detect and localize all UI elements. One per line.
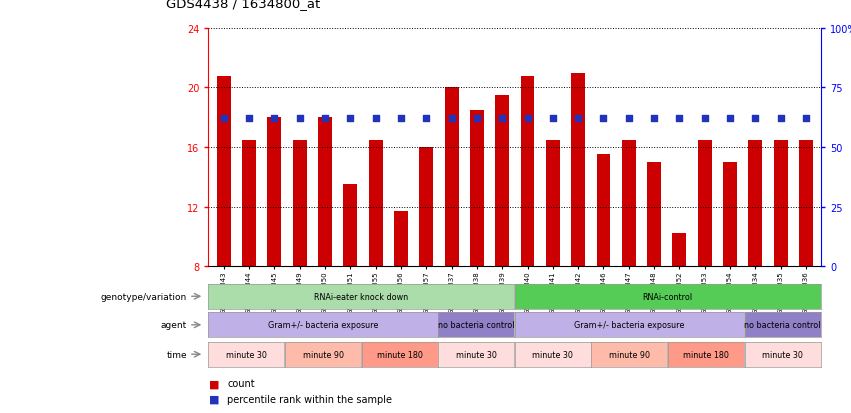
Point	[470, 116, 483, 123]
Point	[571, 116, 585, 123]
Point	[597, 116, 610, 123]
Point	[445, 116, 459, 123]
Text: minute 90: minute 90	[303, 350, 344, 359]
Point	[344, 116, 357, 123]
Point	[318, 116, 332, 123]
Point	[749, 116, 762, 123]
Bar	[698, 140, 711, 266]
Point	[723, 116, 737, 123]
Bar	[368, 140, 383, 266]
Point	[774, 116, 787, 123]
Bar	[647, 162, 661, 266]
Bar	[420, 148, 433, 266]
Text: minute 30: minute 30	[226, 350, 267, 359]
Point	[672, 116, 686, 123]
Text: count: count	[227, 378, 254, 388]
Bar	[394, 211, 408, 266]
Point	[799, 116, 813, 123]
Bar	[495, 96, 509, 266]
Point	[698, 116, 711, 123]
Bar	[521, 76, 534, 266]
Bar	[774, 140, 788, 266]
Bar	[571, 74, 585, 266]
Bar	[723, 162, 737, 266]
Bar	[242, 140, 256, 266]
Text: minute 180: minute 180	[377, 350, 423, 359]
Text: Gram+/- bacteria exposure: Gram+/- bacteria exposure	[268, 320, 378, 330]
Text: Gram+/- bacteria exposure: Gram+/- bacteria exposure	[574, 320, 684, 330]
Bar	[217, 76, 231, 266]
Text: no bacteria control: no bacteria control	[745, 320, 821, 330]
Text: ■: ■	[208, 378, 219, 388]
Bar	[444, 88, 459, 266]
Point	[546, 116, 560, 123]
Text: minute 30: minute 30	[762, 350, 803, 359]
Point	[217, 116, 231, 123]
Text: minute 90: minute 90	[609, 350, 650, 359]
Point	[622, 116, 636, 123]
Point	[293, 116, 306, 123]
Text: GDS4438 / 1634800_at: GDS4438 / 1634800_at	[166, 0, 320, 10]
Bar	[545, 140, 560, 266]
Text: minute 30: minute 30	[456, 350, 497, 359]
Bar	[672, 234, 687, 266]
Text: time: time	[167, 350, 187, 359]
Bar	[748, 140, 762, 266]
Bar	[799, 140, 813, 266]
Text: no bacteria control: no bacteria control	[438, 320, 515, 330]
Point	[521, 116, 534, 123]
Text: agent: agent	[161, 320, 187, 330]
Text: RNAi-eater knock down: RNAi-eater knock down	[314, 292, 408, 301]
Bar	[343, 185, 357, 266]
Bar	[470, 111, 484, 266]
Text: minute 30: minute 30	[533, 350, 574, 359]
Text: ■: ■	[208, 394, 219, 404]
Point	[648, 116, 661, 123]
Point	[495, 116, 509, 123]
Point	[243, 116, 256, 123]
Bar	[293, 140, 306, 266]
Text: minute 180: minute 180	[683, 350, 729, 359]
Text: genotype/variation: genotype/variation	[101, 292, 187, 301]
Bar	[318, 118, 332, 266]
Point	[368, 116, 382, 123]
Bar	[622, 140, 636, 266]
Point	[394, 116, 408, 123]
Text: RNAi-control: RNAi-control	[643, 292, 693, 301]
Bar	[267, 118, 282, 266]
Point	[420, 116, 433, 123]
Text: percentile rank within the sample: percentile rank within the sample	[227, 394, 392, 404]
Bar	[597, 155, 610, 266]
Point	[267, 116, 281, 123]
